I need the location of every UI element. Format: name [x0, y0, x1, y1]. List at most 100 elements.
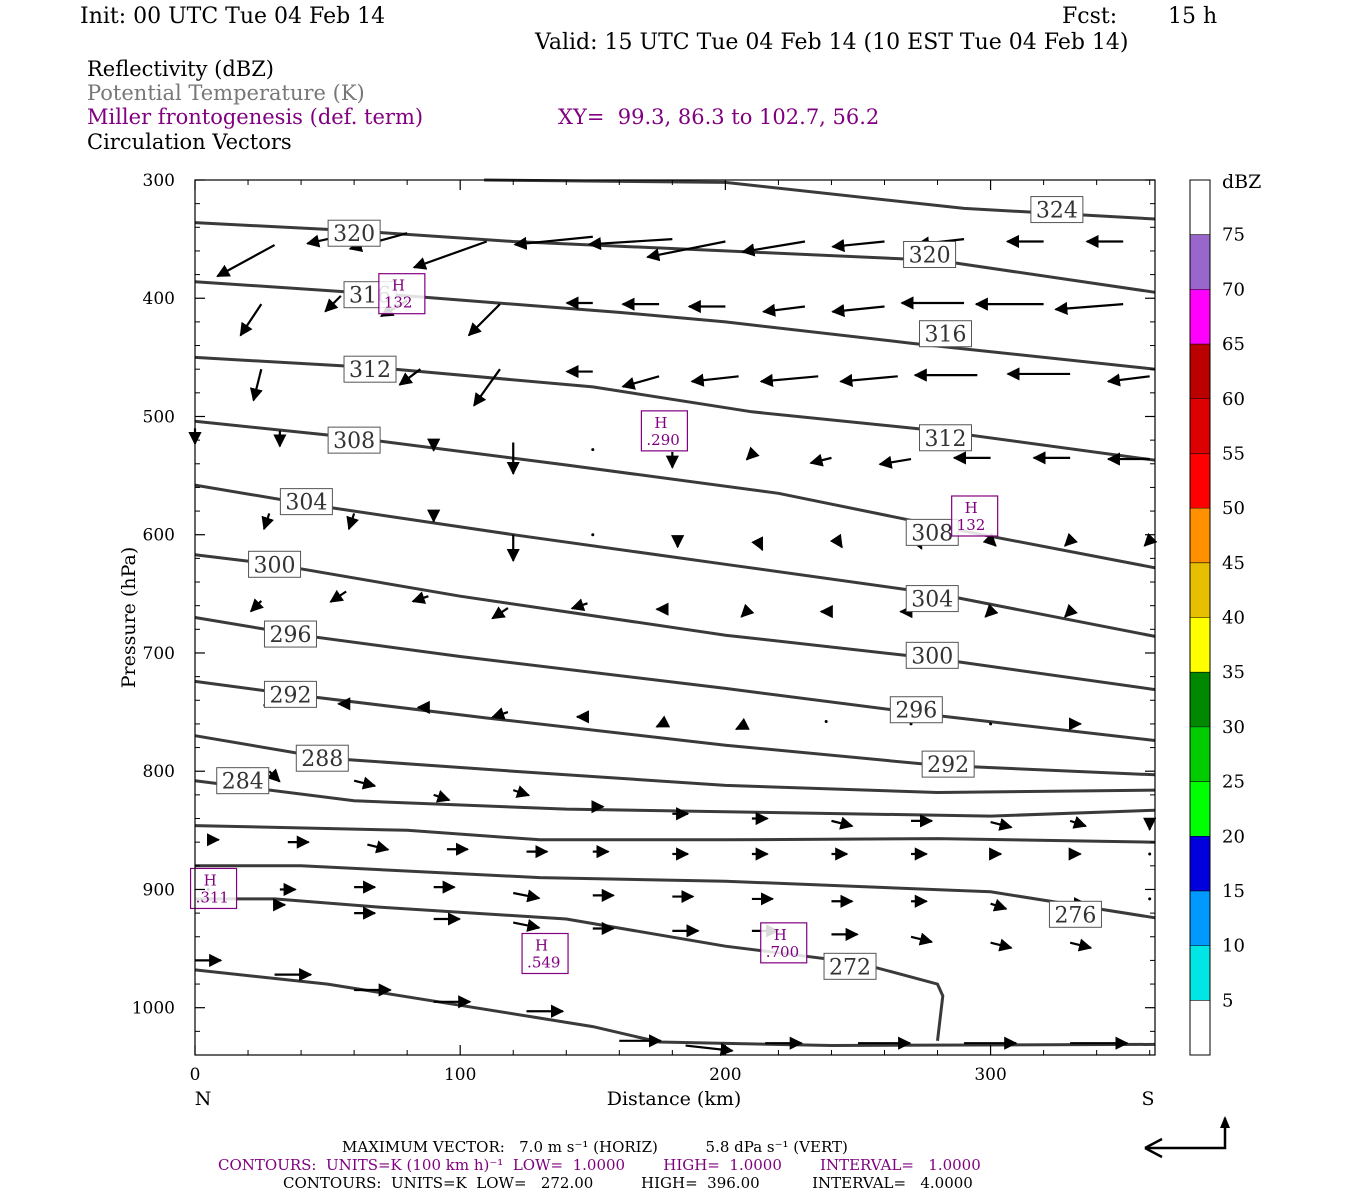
theta-label-292-1: 292	[921, 750, 975, 778]
vector-23	[1054, 301, 1124, 316]
vector-61	[411, 591, 429, 604]
vector-77	[824, 720, 828, 724]
colorbar-label-50: 50	[1222, 498, 1245, 519]
vector-0	[216, 244, 276, 278]
svg-text:308: 308	[333, 429, 375, 454]
theta-label-320-1: 320	[903, 240, 957, 268]
plot-border	[194, 179, 1156, 1056]
vector-136	[685, 1042, 734, 1056]
reference-vector-glyph	[1144, 1116, 1230, 1159]
colorbar-swatch-5	[1190, 726, 1210, 782]
vector-81	[266, 768, 281, 783]
colorbar-swatch-15	[1190, 180, 1210, 235]
forecast-hour: 15 h	[1168, 4, 1218, 29]
colorbar-label-20: 20	[1222, 826, 1245, 847]
vector-24	[249, 368, 263, 402]
colorbar-label-30: 30	[1222, 717, 1245, 738]
svg-text:276: 276	[1054, 903, 1096, 928]
theta-label-308-1: 308	[905, 518, 959, 546]
frontogenesis-max-4: H.549	[521, 932, 569, 975]
vector-15	[467, 303, 501, 337]
colorbar-label-25: 25	[1222, 772, 1245, 793]
svg-text:292: 292	[927, 753, 969, 778]
vector-28	[621, 375, 660, 390]
vector-122	[513, 918, 541, 932]
theta-label-300-1: 300	[905, 641, 959, 669]
vector-43	[878, 455, 912, 469]
frontogenesis-max-0: H.290	[640, 410, 688, 452]
colorbar-label-15: 15	[1222, 881, 1245, 902]
colorbar-label-55: 55	[1222, 443, 1245, 464]
theta-label-296-1: 296	[889, 696, 943, 724]
theta-label-308-0: 308	[327, 426, 381, 454]
theta-contour-272	[195, 897, 945, 1041]
contours-theta-note: CONTOURS: UNITS=K LOW= 272.00 HIGH= 396.…	[283, 1174, 973, 1192]
svg-text:.700: .700	[766, 943, 799, 961]
vector-48	[346, 513, 359, 531]
colorbar-swatch-3	[1190, 836, 1210, 891]
theta-label-276-0: 276	[1048, 900, 1102, 928]
vector-25	[398, 368, 422, 386]
field-miller-frontogenesis: Miller frontogenesis (def. term)	[87, 105, 424, 129]
vector-60	[329, 589, 347, 603]
svg-text:308: 308	[911, 521, 953, 546]
y-tick-label-900: 900	[143, 880, 175, 900]
svg-text:272: 272	[829, 955, 871, 980]
vector-29	[690, 373, 739, 387]
svg-text:.311: .311	[196, 888, 229, 906]
svg-text:H: H	[965, 499, 978, 517]
theta-label-312-1: 312	[918, 424, 972, 452]
theta-label-304-0: 304	[279, 488, 333, 516]
vector-7	[741, 240, 806, 257]
vector-105	[1148, 852, 1152, 856]
forecast-label: Fcst:	[1062, 4, 1118, 29]
theta-label-284-0: 284	[216, 767, 270, 795]
vector-69	[1064, 603, 1079, 618]
svg-text:300: 300	[254, 553, 296, 578]
theta-label-320-0: 320	[327, 219, 381, 247]
vector-5	[587, 236, 673, 251]
colorbar-swatch-7	[1190, 617, 1210, 673]
x-tick-label-200: 200	[709, 1065, 741, 1085]
cross-section-endpoints: XY= 99.3, 86.3 to 102.7, 56.2	[558, 105, 880, 129]
vector-39	[591, 448, 595, 452]
vector-54	[829, 533, 843, 549]
theta-contour-276	[195, 864, 1156, 920]
valid-time: Valid: 15 UTC Tue 04 Feb 14 (10 EST Tue …	[535, 30, 1129, 55]
vector-63	[570, 598, 588, 612]
svg-text:132: 132	[384, 294, 413, 312]
vector-12	[239, 303, 263, 337]
colorbar-swatch-0	[1190, 1000, 1210, 1055]
svg-text:292: 292	[269, 683, 311, 708]
theta-label-324-0: 324	[1030, 196, 1084, 224]
theta-label-288-0: 288	[295, 744, 349, 772]
vector-73	[491, 707, 509, 720]
colorbar-swatch-11	[1190, 398, 1210, 454]
reflectivity-colorbar: 5 10 15 20 25 30 35 40 45 50 55 60 65 70 75 dBZ	[1189, 171, 1261, 1056]
vector-56	[982, 532, 997, 547]
vector-42	[809, 453, 832, 467]
vector-82	[353, 776, 377, 790]
theta-label-272-0: 272	[823, 952, 877, 980]
svg-text:.290: .290	[646, 431, 679, 449]
svg-text:312: 312	[349, 358, 391, 383]
theta-label-300-0: 300	[248, 550, 302, 578]
svg-text:304: 304	[911, 588, 953, 613]
vector-116	[990, 898, 1008, 912]
vector-20	[831, 303, 885, 318]
y-tick-label-500: 500	[143, 407, 175, 427]
contours-miller-note: CONTOURS: UNITS=K (100 km h)⁻¹ LOW= 1.00…	[218, 1156, 981, 1174]
colorbar-label-60: 60	[1222, 389, 1245, 410]
svg-text:316: 316	[924, 323, 966, 348]
vector-83	[433, 790, 451, 803]
north-end-label: N	[195, 1088, 212, 1110]
svg-text:H: H	[654, 414, 667, 432]
colorbar-swatch-6	[1190, 672, 1210, 727]
svg-text:300: 300	[911, 644, 953, 669]
south-end-label: S	[1141, 1088, 1154, 1110]
y-tick-label-300: 300	[143, 171, 175, 191]
vector-84	[512, 785, 531, 798]
